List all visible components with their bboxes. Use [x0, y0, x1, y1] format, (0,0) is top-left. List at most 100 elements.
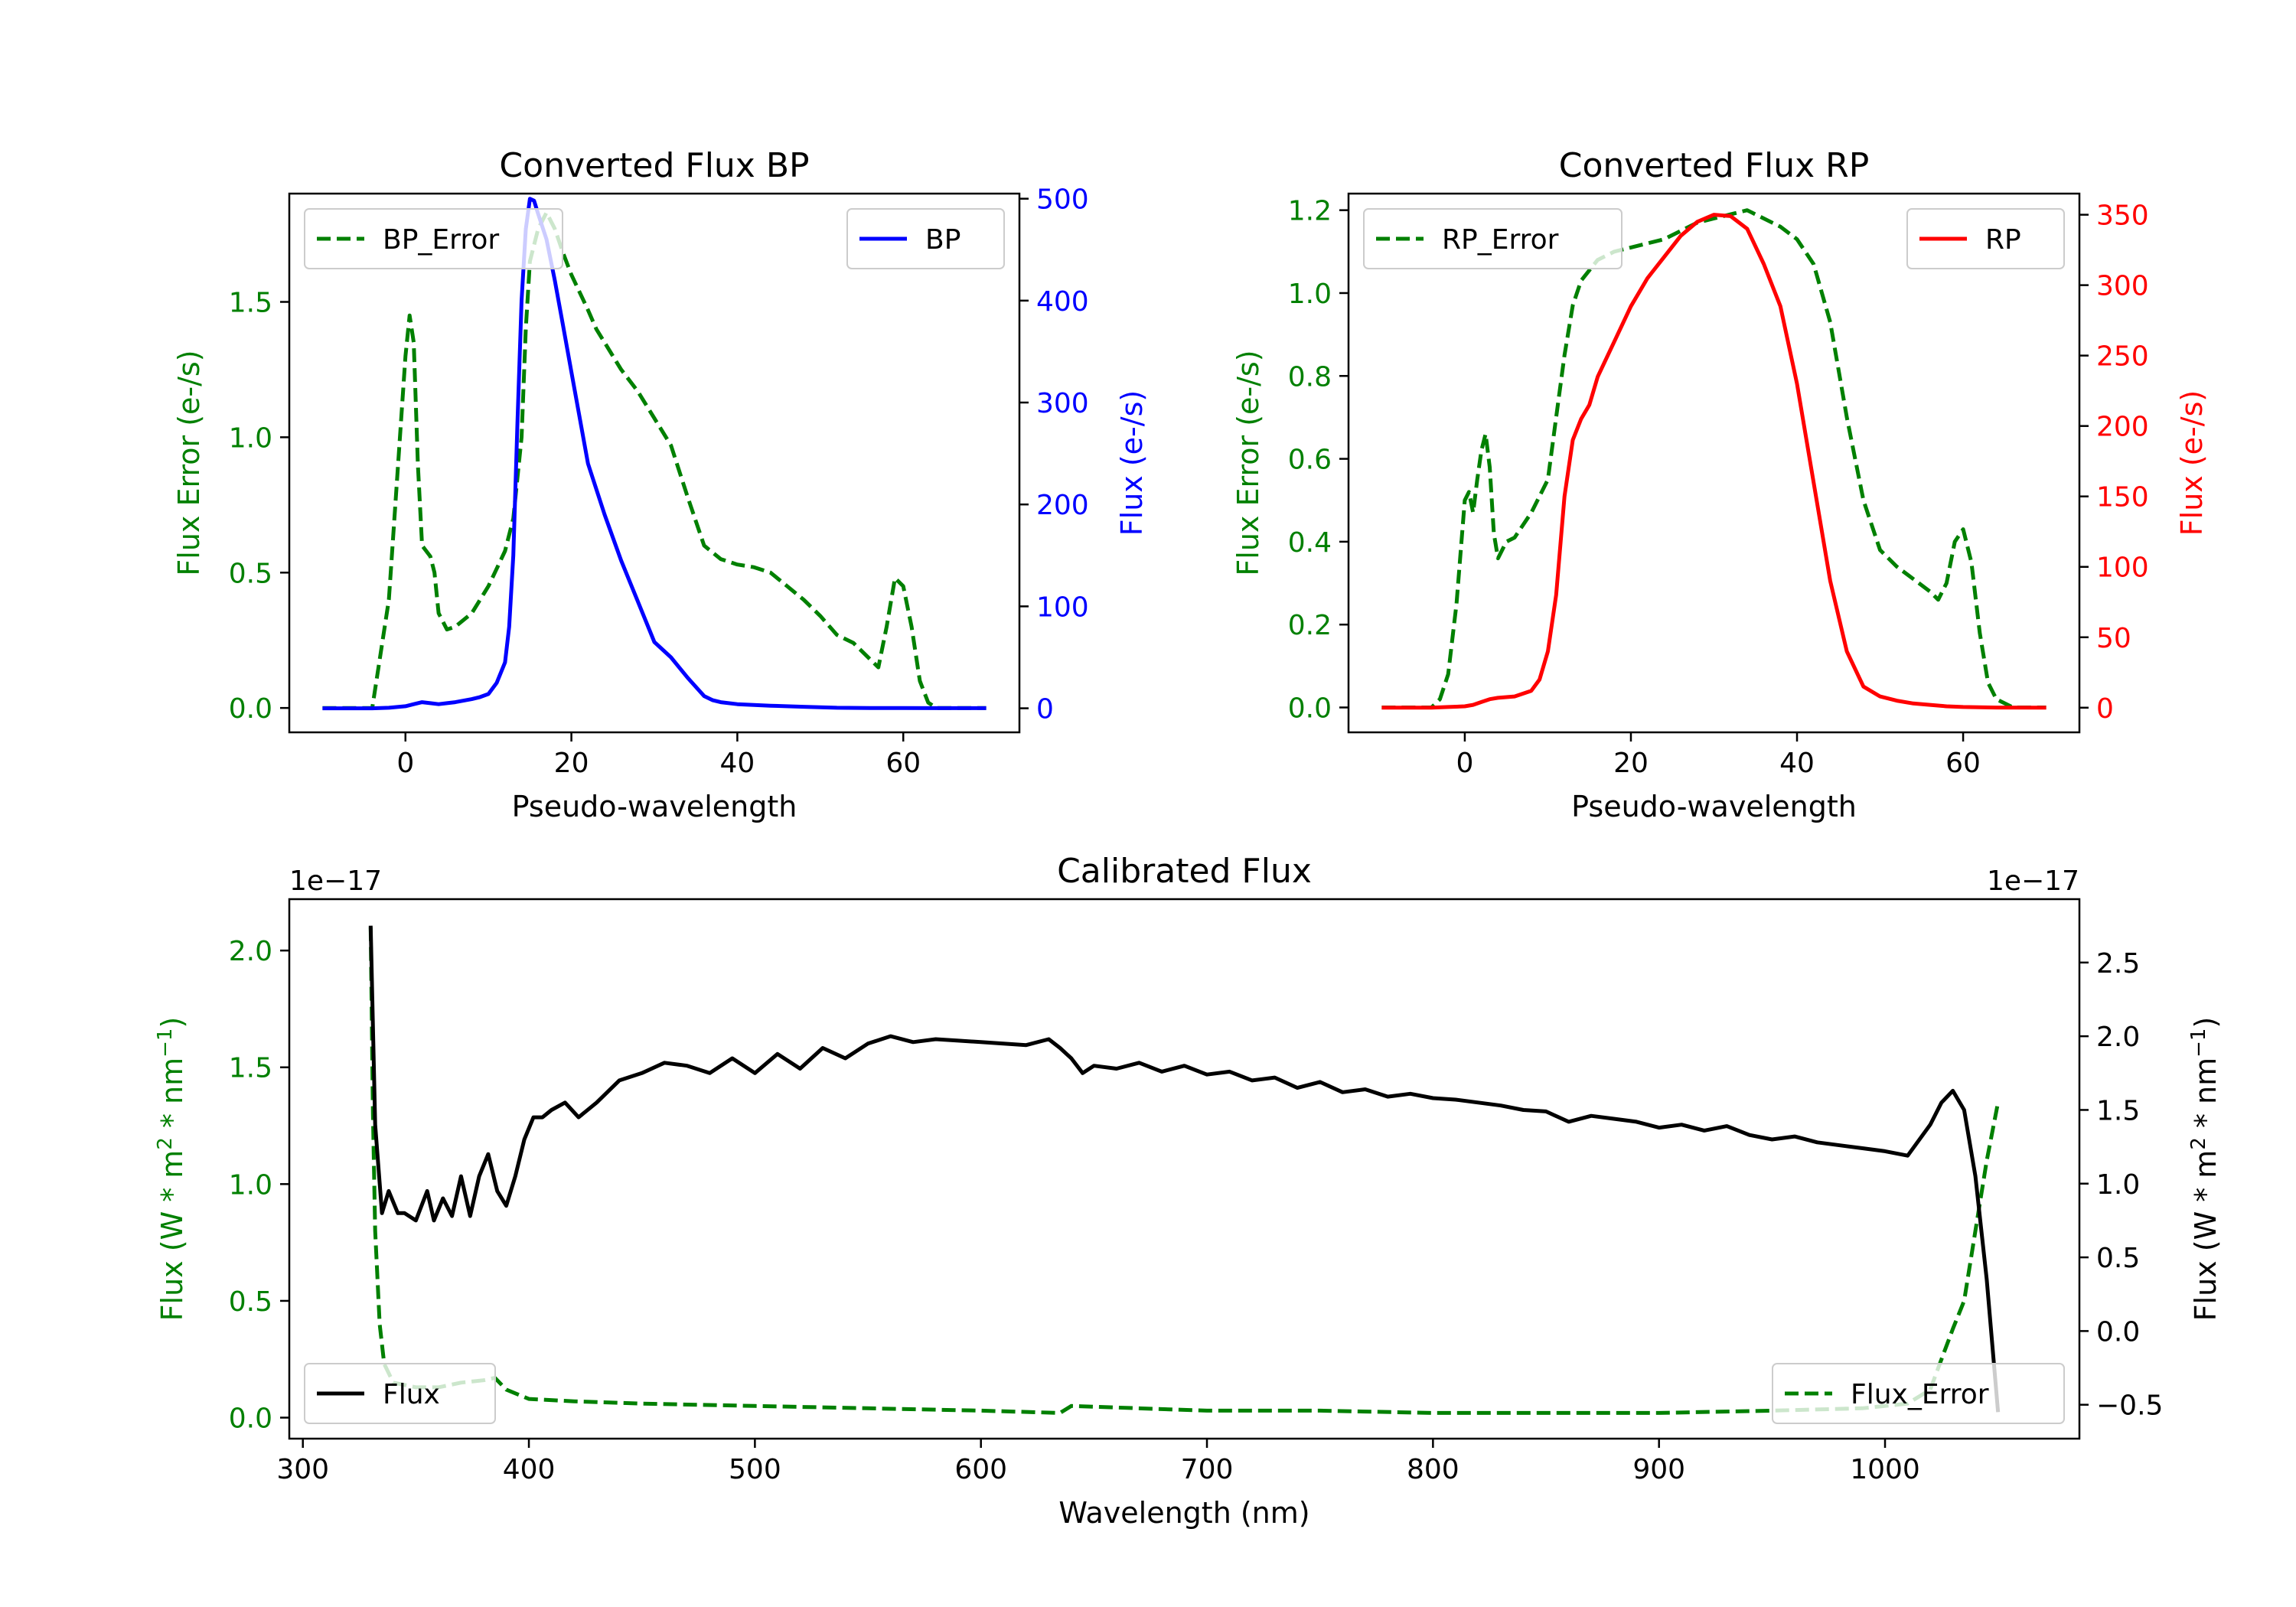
rp-axes-frame — [1347, 192, 2081, 734]
rp-x-tick-label: 40 — [1779, 748, 1815, 779]
rp-y-right-tick-label: 0 — [2096, 693, 2114, 725]
rp-legend-rp-error: RP_Error — [1363, 208, 1623, 269]
cal-x-tick-label: 400 — [503, 1454, 556, 1485]
rp-y-left-tick-label: 0.8 — [1288, 361, 1332, 393]
bp-y-right-tick-label: 500 — [1036, 184, 1089, 216]
legend-box — [1906, 208, 2065, 269]
cal-x-tick-label: 900 — [1632, 1454, 1685, 1485]
cal-y-left-tick-label: 1.0 — [229, 1169, 272, 1201]
bp-x-axis-label: Pseudo-wavelength — [512, 790, 797, 823]
rp-legend-rp: RP — [1906, 208, 2065, 269]
bp-legend-bp: BP — [846, 208, 1005, 269]
bp-y-right-tick-label: 0 — [1036, 694, 1054, 725]
rp-x-axis-label: Pseudo-wavelength — [1571, 790, 1857, 823]
cal-y-right-tick-label: 0.5 — [2096, 1243, 2140, 1274]
rp-series-group — [1381, 208, 2047, 710]
bp-y-left-tick-label: 1.0 — [229, 422, 272, 454]
cal-title: Calibrated Flux — [1057, 852, 1312, 891]
cal-y-right-axis-label: Flux (W * m2 * nm−1) — [2187, 1017, 2223, 1322]
cal-y-right-tick-label: 0.0 — [2096, 1316, 2140, 1348]
legend-label: BP_Error — [383, 224, 499, 256]
rp-y-right-tick-label: 150 — [2096, 482, 2149, 513]
bp-x-tick-label: 20 — [554, 748, 589, 779]
cal-y-right-tick-label: −0.5 — [2096, 1390, 2163, 1422]
cal-y-right-tick-label: 2.5 — [2096, 948, 2140, 980]
rp-chart: Converted Flux RP 0 20 40 60 0.0 0.2 0.4 0.6 0.8 1… — [1231, 146, 2209, 823]
rp-series-rp — [1381, 213, 2047, 710]
cal-y-right-tick-label: 1.5 — [2096, 1095, 2140, 1126]
legend-label: Flux — [383, 1379, 440, 1410]
rp-y-right-tick-label: 250 — [2096, 341, 2149, 373]
bp-series-bp-error — [322, 210, 987, 710]
bp-x-tick-label: 60 — [885, 748, 921, 779]
rp-y-left-tick-label: 0.2 — [1288, 610, 1332, 641]
cal-series-group — [368, 925, 2001, 1415]
rp-x-tick-label: 0 — [1456, 748, 1473, 779]
cal-y-right-tick-label: 1.0 — [2096, 1169, 2140, 1201]
legend-label: Flux_Error — [1851, 1379, 1989, 1410]
cal-x-tick-label: 300 — [276, 1454, 329, 1485]
cal-y-left-tick-label: 1.5 — [229, 1053, 272, 1084]
bp-y-right-tick-label: 400 — [1036, 286, 1089, 318]
legend-box — [304, 208, 563, 269]
bp-title: Converted Flux BP — [499, 146, 809, 185]
cal-x-axis-label: Wavelength (nm) — [1058, 1496, 1309, 1530]
cal-x-tick-label: 700 — [1181, 1454, 1234, 1485]
legend-box — [304, 1363, 496, 1424]
cal-y-left-tick-label: 2.0 — [229, 936, 272, 967]
bp-y-left-axis-label: Flux Error (e-/s) — [172, 350, 206, 575]
legend-box — [1363, 208, 1623, 269]
bp-series-group — [322, 197, 987, 711]
rp-y-left-axis-label: Flux Error (e-/s) — [1231, 350, 1265, 575]
rp-title: Converted Flux RP — [1559, 146, 1870, 185]
cal-series-flux-error — [368, 927, 2001, 1415]
cal-y-left-tick-label: 0.5 — [229, 1286, 272, 1318]
rp-x-tick-label: 20 — [1613, 748, 1649, 779]
bp-y-right-tick-label: 100 — [1036, 592, 1089, 623]
cal-x-tick-label: 600 — [954, 1454, 1007, 1485]
cal-y-left-axis-label: Flux (W * m2 * nm−1) — [154, 1017, 189, 1322]
legend-box — [1772, 1363, 2065, 1424]
rp-y-left-tick-label: 1.2 — [1288, 196, 1332, 227]
rp-y-right-tick-label: 300 — [2096, 271, 2149, 302]
bp-y-right-tick-label: 200 — [1036, 490, 1089, 521]
cal-legend-flux: Flux — [304, 1363, 496, 1424]
bp-y-left-tick-label: 0.0 — [229, 693, 272, 725]
rp-y-left-tick-label: 0.4 — [1288, 527, 1332, 559]
rp-x-tick-label: 60 — [1945, 748, 1981, 779]
bp-chart: Converted Flux BP 0 20 40 60 0.0 0.5 1.0 1.5 0 100… — [172, 146, 1149, 823]
rp-y-right-axis-label: Flux (e-/s) — [2175, 390, 2209, 536]
rp-series-rp-error — [1381, 208, 2047, 709]
cal-x-tick-label: 1000 — [1850, 1454, 1920, 1485]
cal-offset-left-label: 1e−17 — [289, 865, 382, 897]
rp-y-right-tick-label: 50 — [2096, 623, 2131, 654]
cal-axes-frame — [288, 898, 2081, 1440]
rp-y-left-tick-label: 1.0 — [1288, 279, 1332, 310]
bp-legend-bp-error: BP_Error — [304, 208, 563, 269]
legend-label: BP — [925, 224, 960, 256]
rp-y-right-tick-label: 200 — [2096, 412, 2149, 443]
cal-y-left-tick-label: 0.0 — [229, 1403, 272, 1435]
rp-y-right-tick-label: 350 — [2096, 200, 2149, 232]
bp-y-right-tick-label: 300 — [1036, 388, 1089, 419]
rp-y-right-tick-label: 100 — [2096, 553, 2149, 584]
legend-label: RP — [1985, 224, 2021, 256]
bp-y-left-tick-label: 0.5 — [229, 558, 272, 589]
legend-label: RP_Error — [1442, 224, 1559, 256]
bp-x-tick-label: 0 — [396, 748, 414, 779]
cal-chart: Calibrated Flux 300 400 500 600 700 800 900 1000… — [154, 852, 2223, 1530]
legend-box — [846, 208, 1005, 269]
bp-y-left-tick-label: 1.5 — [229, 288, 272, 319]
bp-y-right-axis-label: Flux (e-/s) — [1115, 390, 1149, 536]
cal-series-flux — [368, 925, 2001, 1413]
cal-offset-right-label: 1e−17 — [1987, 865, 2079, 897]
bp-axes-frame — [288, 192, 1021, 734]
cal-legend-flux-error: Flux_Error — [1772, 1363, 2065, 1424]
bp-x-tick-label: 40 — [720, 748, 755, 779]
rp-y-left-tick-label: 0.6 — [1288, 445, 1332, 476]
cal-x-tick-label: 800 — [1407, 1454, 1459, 1485]
rp-y-left-tick-label: 0.0 — [1288, 693, 1332, 725]
cal-y-right-tick-label: 2.0 — [2096, 1022, 2140, 1053]
cal-x-tick-label: 500 — [729, 1454, 781, 1485]
